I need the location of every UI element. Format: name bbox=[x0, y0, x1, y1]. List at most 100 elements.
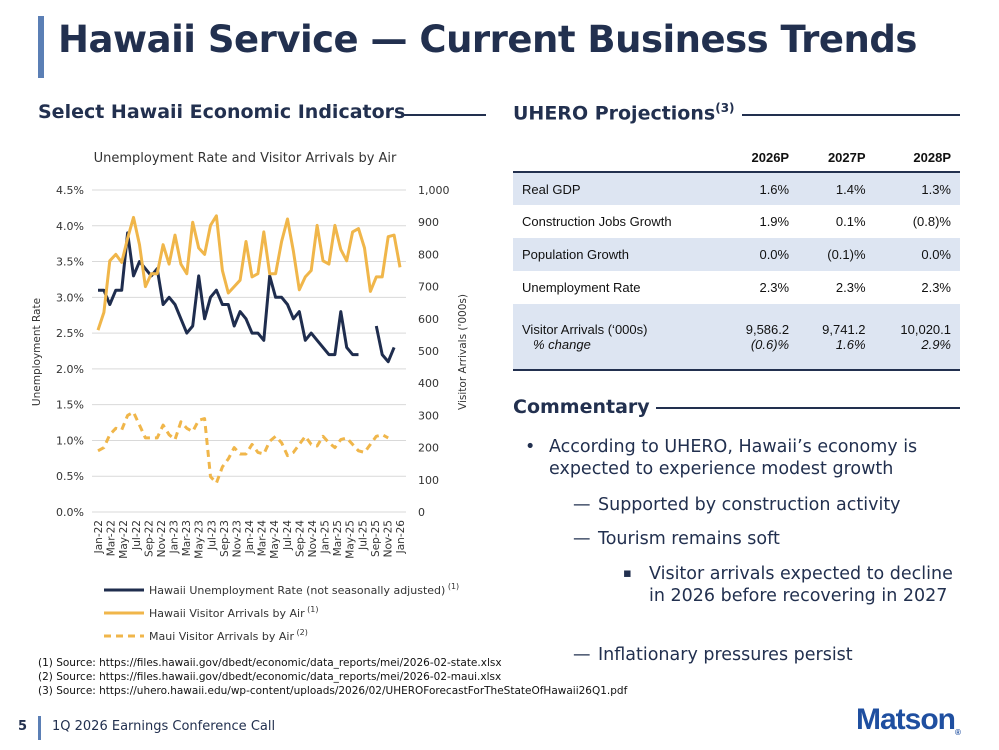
table-cell: 9,586.2 (0.6)% bbox=[721, 304, 799, 371]
y2-tick-label: 200 bbox=[418, 442, 439, 455]
list-item: • According to UHERO, Hawaii’s economy i… bbox=[525, 436, 945, 480]
cell-sub: (0.6)% bbox=[750, 336, 790, 352]
row-label-main: Visitor Arrivals (‘000s) bbox=[522, 321, 648, 337]
table-cell: (0.8)% bbox=[912, 214, 951, 229]
row-label: Visitor Arrivals (‘000s)% change bbox=[513, 304, 722, 371]
x-tick-label: Nov-24 bbox=[307, 520, 319, 558]
x-tick-label: Sep-23 bbox=[219, 520, 231, 557]
list-item-text: According to UHERO, Hawaii’s economy is … bbox=[549, 437, 918, 479]
x-tick-label: Jan-26 bbox=[395, 520, 407, 555]
legend-label-sup: (2) bbox=[294, 628, 308, 637]
x-tick-label: Mar-22 bbox=[106, 520, 118, 556]
y2-axis-ticks: 0 100 200 300 400 500 600 700 800 900 1,000 bbox=[418, 184, 450, 519]
footnotes: (1) Source: https://files.hawaii.gov/dbe… bbox=[38, 656, 627, 698]
table-row: Real GDP 1.6% 1.4% 1.3% bbox=[513, 172, 960, 205]
dash-marker: — bbox=[573, 495, 591, 515]
table-cell: 0.1% bbox=[835, 214, 866, 229]
list-item-text: Tourism remains soft bbox=[598, 529, 780, 549]
table-cell: 9,741.2 1.6% bbox=[798, 304, 875, 371]
table-cell: 10,020.1 2.9% bbox=[874, 304, 960, 371]
right-heading-rule bbox=[742, 114, 960, 116]
table-cell: 0.0% bbox=[721, 238, 799, 271]
y-tick-label: 1.0% bbox=[56, 434, 84, 447]
table-cell: (0.1)% bbox=[798, 238, 875, 271]
left-heading-rule bbox=[402, 114, 486, 116]
row-label: Population Growth bbox=[513, 238, 722, 271]
table-header-cell: 2027P bbox=[798, 144, 875, 173]
page-title: Hawaii Service — Current Business Trends bbox=[58, 18, 917, 61]
x-tick-label: Jul-25 bbox=[357, 520, 369, 551]
list-item: — Inflationary pressures persist bbox=[573, 644, 953, 666]
row-sub-label: % change bbox=[533, 336, 591, 352]
footnote: (1) Source: https://files.hawaii.gov/dbe… bbox=[38, 657, 502, 669]
table-header-cell bbox=[513, 144, 722, 173]
right-heading-text: UHERO Projections bbox=[513, 102, 716, 125]
x-tick-label: Jan-23 bbox=[169, 520, 181, 554]
x-tick-label: Sep-24 bbox=[294, 520, 306, 557]
dash-marker: — bbox=[573, 529, 591, 549]
x-tick-label: Mar-24 bbox=[257, 520, 269, 557]
list-item-text: Visitor arrivals expected to decline in … bbox=[649, 564, 953, 606]
x-tick-label: Mar-23 bbox=[181, 520, 193, 556]
x-tick-label: Nov-25 bbox=[382, 520, 394, 557]
y2-tick-label: 500 bbox=[418, 345, 439, 358]
chart-legend: Hawaii Unemployment Rate (not seasonally… bbox=[104, 582, 459, 643]
y-tick-label: 0.0% bbox=[56, 506, 84, 519]
cell-main: 9,741.2 bbox=[822, 321, 866, 337]
legend-label-sup: (1) bbox=[445, 582, 459, 591]
list-item-text: Inflationary pressures persist bbox=[598, 645, 853, 665]
chart-series bbox=[96, 214, 402, 485]
list-item-text: Supported by construction activity bbox=[598, 495, 901, 515]
chart-gridlines bbox=[92, 189, 406, 513]
right-heading-sup: (3) bbox=[715, 101, 735, 115]
x-tick-label: Jan-24 bbox=[244, 520, 256, 555]
y-tick-label: 1.5% bbox=[56, 399, 84, 412]
y-axis-ticks: 0.0% 0.5% 1.0% 1.5% 2.0% 2.5% 3.0% 3.5% 4.0% 4.5% bbox=[56, 184, 84, 519]
chart-title: Unemployment Rate and Visitor Arrivals b… bbox=[94, 151, 397, 166]
table-row: Population Growth 0.0% (0.1)% 0.0% bbox=[513, 238, 960, 271]
y2-tick-label: 0 bbox=[418, 506, 425, 519]
table-row: Unemployment Rate 2.3% 2.3% 2.3% bbox=[513, 271, 960, 304]
x-tick-label: May-25 bbox=[345, 520, 357, 559]
footer-text: 1Q 2026 Earnings Conference Call bbox=[52, 719, 276, 734]
list-item: — Supported by construction activity bbox=[573, 494, 953, 516]
y2-tick-label: 800 bbox=[418, 248, 439, 261]
logo-registered-mark: ® bbox=[955, 728, 961, 737]
legend-label: Hawaii Visitor Arrivals by Air (1) bbox=[149, 605, 318, 620]
table-cell: 1.6% bbox=[721, 172, 799, 205]
y2-tick-label: 400 bbox=[418, 377, 439, 390]
left-section-heading: Select Hawaii Economic Indicators bbox=[38, 101, 406, 123]
x-tick-label: Jan-25 bbox=[320, 520, 332, 554]
table-cell: 0.0% bbox=[874, 238, 960, 271]
cell-main: 10,020.1 bbox=[900, 321, 951, 337]
y-axis-label: Unemployment Rate bbox=[31, 298, 43, 406]
table-cell: 2.3% bbox=[759, 280, 790, 295]
x-tick-label: Nov-22 bbox=[156, 520, 168, 557]
y2-tick-label: 100 bbox=[418, 474, 439, 487]
y-tick-label: 2.0% bbox=[56, 363, 84, 376]
x-tick-label: Nov-23 bbox=[231, 520, 243, 557]
table-cell: 2.3% bbox=[835, 280, 866, 295]
legend-label-sup: (1) bbox=[305, 605, 319, 614]
list-item: ▪ Visitor arrivals expected to decline i… bbox=[623, 563, 953, 607]
table-header-cell: 2026P bbox=[721, 144, 799, 173]
right-section-heading: UHERO Projections(3) bbox=[513, 101, 735, 124]
cell-sub: 1.6% bbox=[835, 336, 866, 352]
y2-tick-label: 900 bbox=[418, 216, 439, 229]
bullet-marker: • bbox=[525, 437, 536, 457]
series-line-1 bbox=[96, 214, 402, 331]
x-tick-label: Jul-24 bbox=[282, 520, 294, 551]
page-number: 5 bbox=[18, 719, 28, 734]
y2-axis-label: Visitor Arrivals ('000s) bbox=[457, 294, 469, 410]
x-tick-label: May-22 bbox=[118, 520, 130, 559]
legend-label: Hawaii Unemployment Rate (not seasonally… bbox=[149, 582, 459, 597]
y2-tick-label: 600 bbox=[418, 313, 439, 326]
title-accent-bar bbox=[38, 16, 44, 78]
x-axis-ticks: Jan-22 Mar-22 May-22 Jul-22 Sep-22 Nov-22 Jan-… bbox=[93, 520, 407, 559]
list-item: — Tourism remains soft bbox=[573, 528, 953, 550]
x-tick-label: Jul-22 bbox=[131, 520, 143, 551]
row-label: Unemployment Rate bbox=[522, 280, 641, 295]
legend-label: Maui Visitor Arrivals by Air (2) bbox=[149, 628, 308, 643]
unemployment-visitor-chart: Unemployment Rate and Visitor Arrivals b… bbox=[31, 151, 469, 643]
y-tick-label: 4.5% bbox=[56, 184, 84, 197]
